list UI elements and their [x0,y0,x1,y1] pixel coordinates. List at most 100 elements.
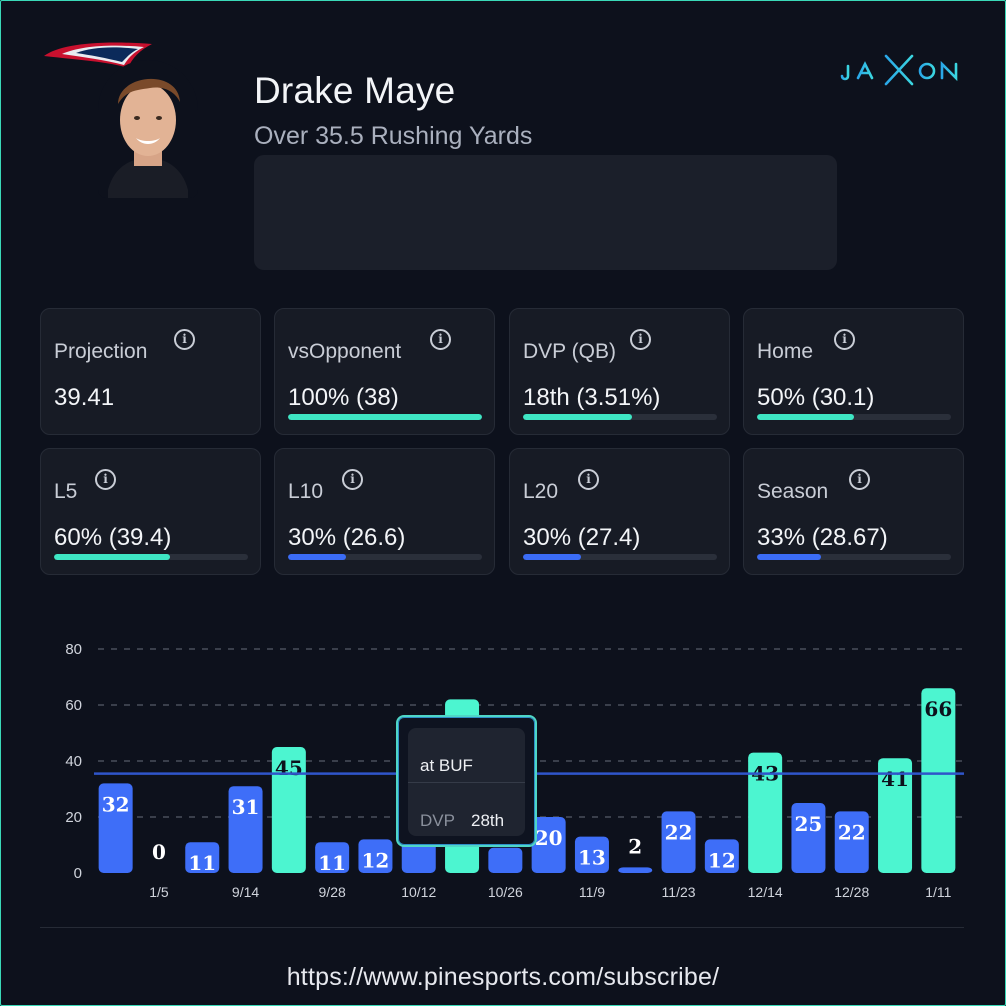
card-value: 60% (39.4) [54,524,172,551]
x-tick-label: 9/28 [319,884,346,900]
progress-bar [288,554,482,560]
progress-fill [523,554,582,560]
progress-fill [54,554,171,560]
x-tick-label: 10/26 [488,884,523,900]
player-avatar [98,60,198,198]
chart-bar [488,847,523,873]
brand-logo [840,54,958,86]
chart-bar [834,811,869,873]
stat-card-projection: Projection i 39.41 [40,308,261,435]
y-tick-label: 60 [65,697,82,714]
bar-value-label: 0 [152,840,166,864]
info-icon[interactable]: i [174,329,195,350]
progress-fill [288,554,347,560]
card-label: vsOpponent [288,340,402,363]
stat-card-vs-opponent: vsOpponent i 100% (38) [274,308,495,435]
card-value: 100% (38) [288,384,399,411]
progress-fill [523,414,632,420]
card-label: L20 [523,480,559,503]
y-tick-label: 40 [65,753,82,770]
notes-panel [254,155,837,270]
prop-line: Over 35.5 Rushing Yards [254,122,533,150]
bar-value-label: 12 [362,848,390,872]
bar-value-label: 32 [102,792,130,816]
team-logo [44,42,152,68]
card-value: 33% (28.67) [757,524,888,551]
bar-chart-svg: 0 20 40 60 80 32 0 1/5 11 31 9/14 45 11 9/28 12 10/12 10… [65,641,964,900]
chart-bar [661,811,696,873]
y-tick-label: 20 [65,809,82,826]
x-tick-label: 1/11 [925,884,951,900]
card-value: 30% (27.4) [523,524,641,551]
x-tick-label: 12/28 [834,884,869,900]
chart-bar [358,839,393,873]
chart-bar [878,758,913,873]
chart-bar [531,817,566,873]
tooltip-dvp-label: DVP [420,811,455,830]
x-tick-label: 1/5 [149,884,169,900]
x-tick-label: 9/14 [232,884,259,900]
progress-bar [523,554,717,560]
info-icon[interactable]: i [430,329,451,350]
x-tick-label: 12/14 [748,884,783,900]
chart-bar [98,783,133,873]
stat-card-dvp: DVP (QB) i 18th (3.51%) [509,308,730,435]
chart-bar [574,836,609,873]
card-value: 18th (3.51%) [523,384,661,411]
progress-bar [757,414,951,420]
bar-value-label: 20 [535,826,563,850]
y-tick-label: 80 [65,641,82,658]
progress-bar [288,414,482,420]
progress-fill [757,414,854,420]
progress-fill [757,554,822,560]
info-icon[interactable]: i [578,469,599,490]
bar-value-label: 2 [628,834,642,858]
info-icon[interactable]: i [95,469,116,490]
subscribe-link[interactable]: https://www.pinesports.com/subscribe/ [286,963,720,991]
x-tick-label: 10/12 [401,884,436,900]
bar-value-label: 13 [578,846,606,870]
chart-bar [791,803,826,873]
game-log-chart: 0 20 40 60 80 32 0 1/5 11 31 9/14 45 11 9/28 12 10/12 10… [0,620,1006,920]
info-icon[interactable]: i [630,329,651,350]
progress-bar [54,554,248,560]
tooltip-opponent: at BUF [420,756,473,775]
card-value: 30% (26.6) [288,524,406,551]
stat-card-l5: L5 i 60% (39.4) [40,448,261,575]
info-icon[interactable]: i [849,469,870,490]
chart-bar [228,786,263,873]
bar-value-label: 22 [665,820,693,844]
card-label: Home [757,340,814,363]
bar-value-label: 12 [708,848,736,872]
chart-bar [618,867,653,873]
x-tick-label: 11/9 [579,884,605,900]
card-label: DVP (QB) [523,340,616,363]
chart-bar [271,747,306,873]
card-label: Projection [54,340,148,363]
bar-value-label: 11 [318,851,346,875]
chart-bar [921,688,956,873]
info-icon[interactable]: i [834,329,855,350]
chart-bar [748,752,783,873]
card-value: 50% (30.1) [757,384,875,411]
chart-bar [185,842,220,873]
chart-bar [315,842,350,873]
progress-fill [288,414,482,420]
stat-card-l10: L10 i 30% (26.6) [274,448,495,575]
card-label: L5 [54,480,78,503]
bar-value-label: 66 [924,697,952,721]
card-label: Season [757,480,829,503]
stat-card-home: Home i 50% (30.1) [743,308,964,435]
player-name: Drake Maye [254,70,456,111]
progress-bar [757,554,951,560]
tooltip-divider [408,782,525,783]
x-tick-label: 11/23 [662,884,696,900]
bar-value-label: 25 [795,812,823,836]
bar-value-label: 11 [188,851,216,875]
footer-divider [40,927,964,928]
chart-bar [704,839,739,873]
chart-tooltip: at BUF DVP 28th [396,715,537,847]
info-icon[interactable]: i [342,469,363,490]
bar-value-label: 41 [881,767,909,791]
tooltip-body: at BUF DVP 28th [408,728,525,836]
